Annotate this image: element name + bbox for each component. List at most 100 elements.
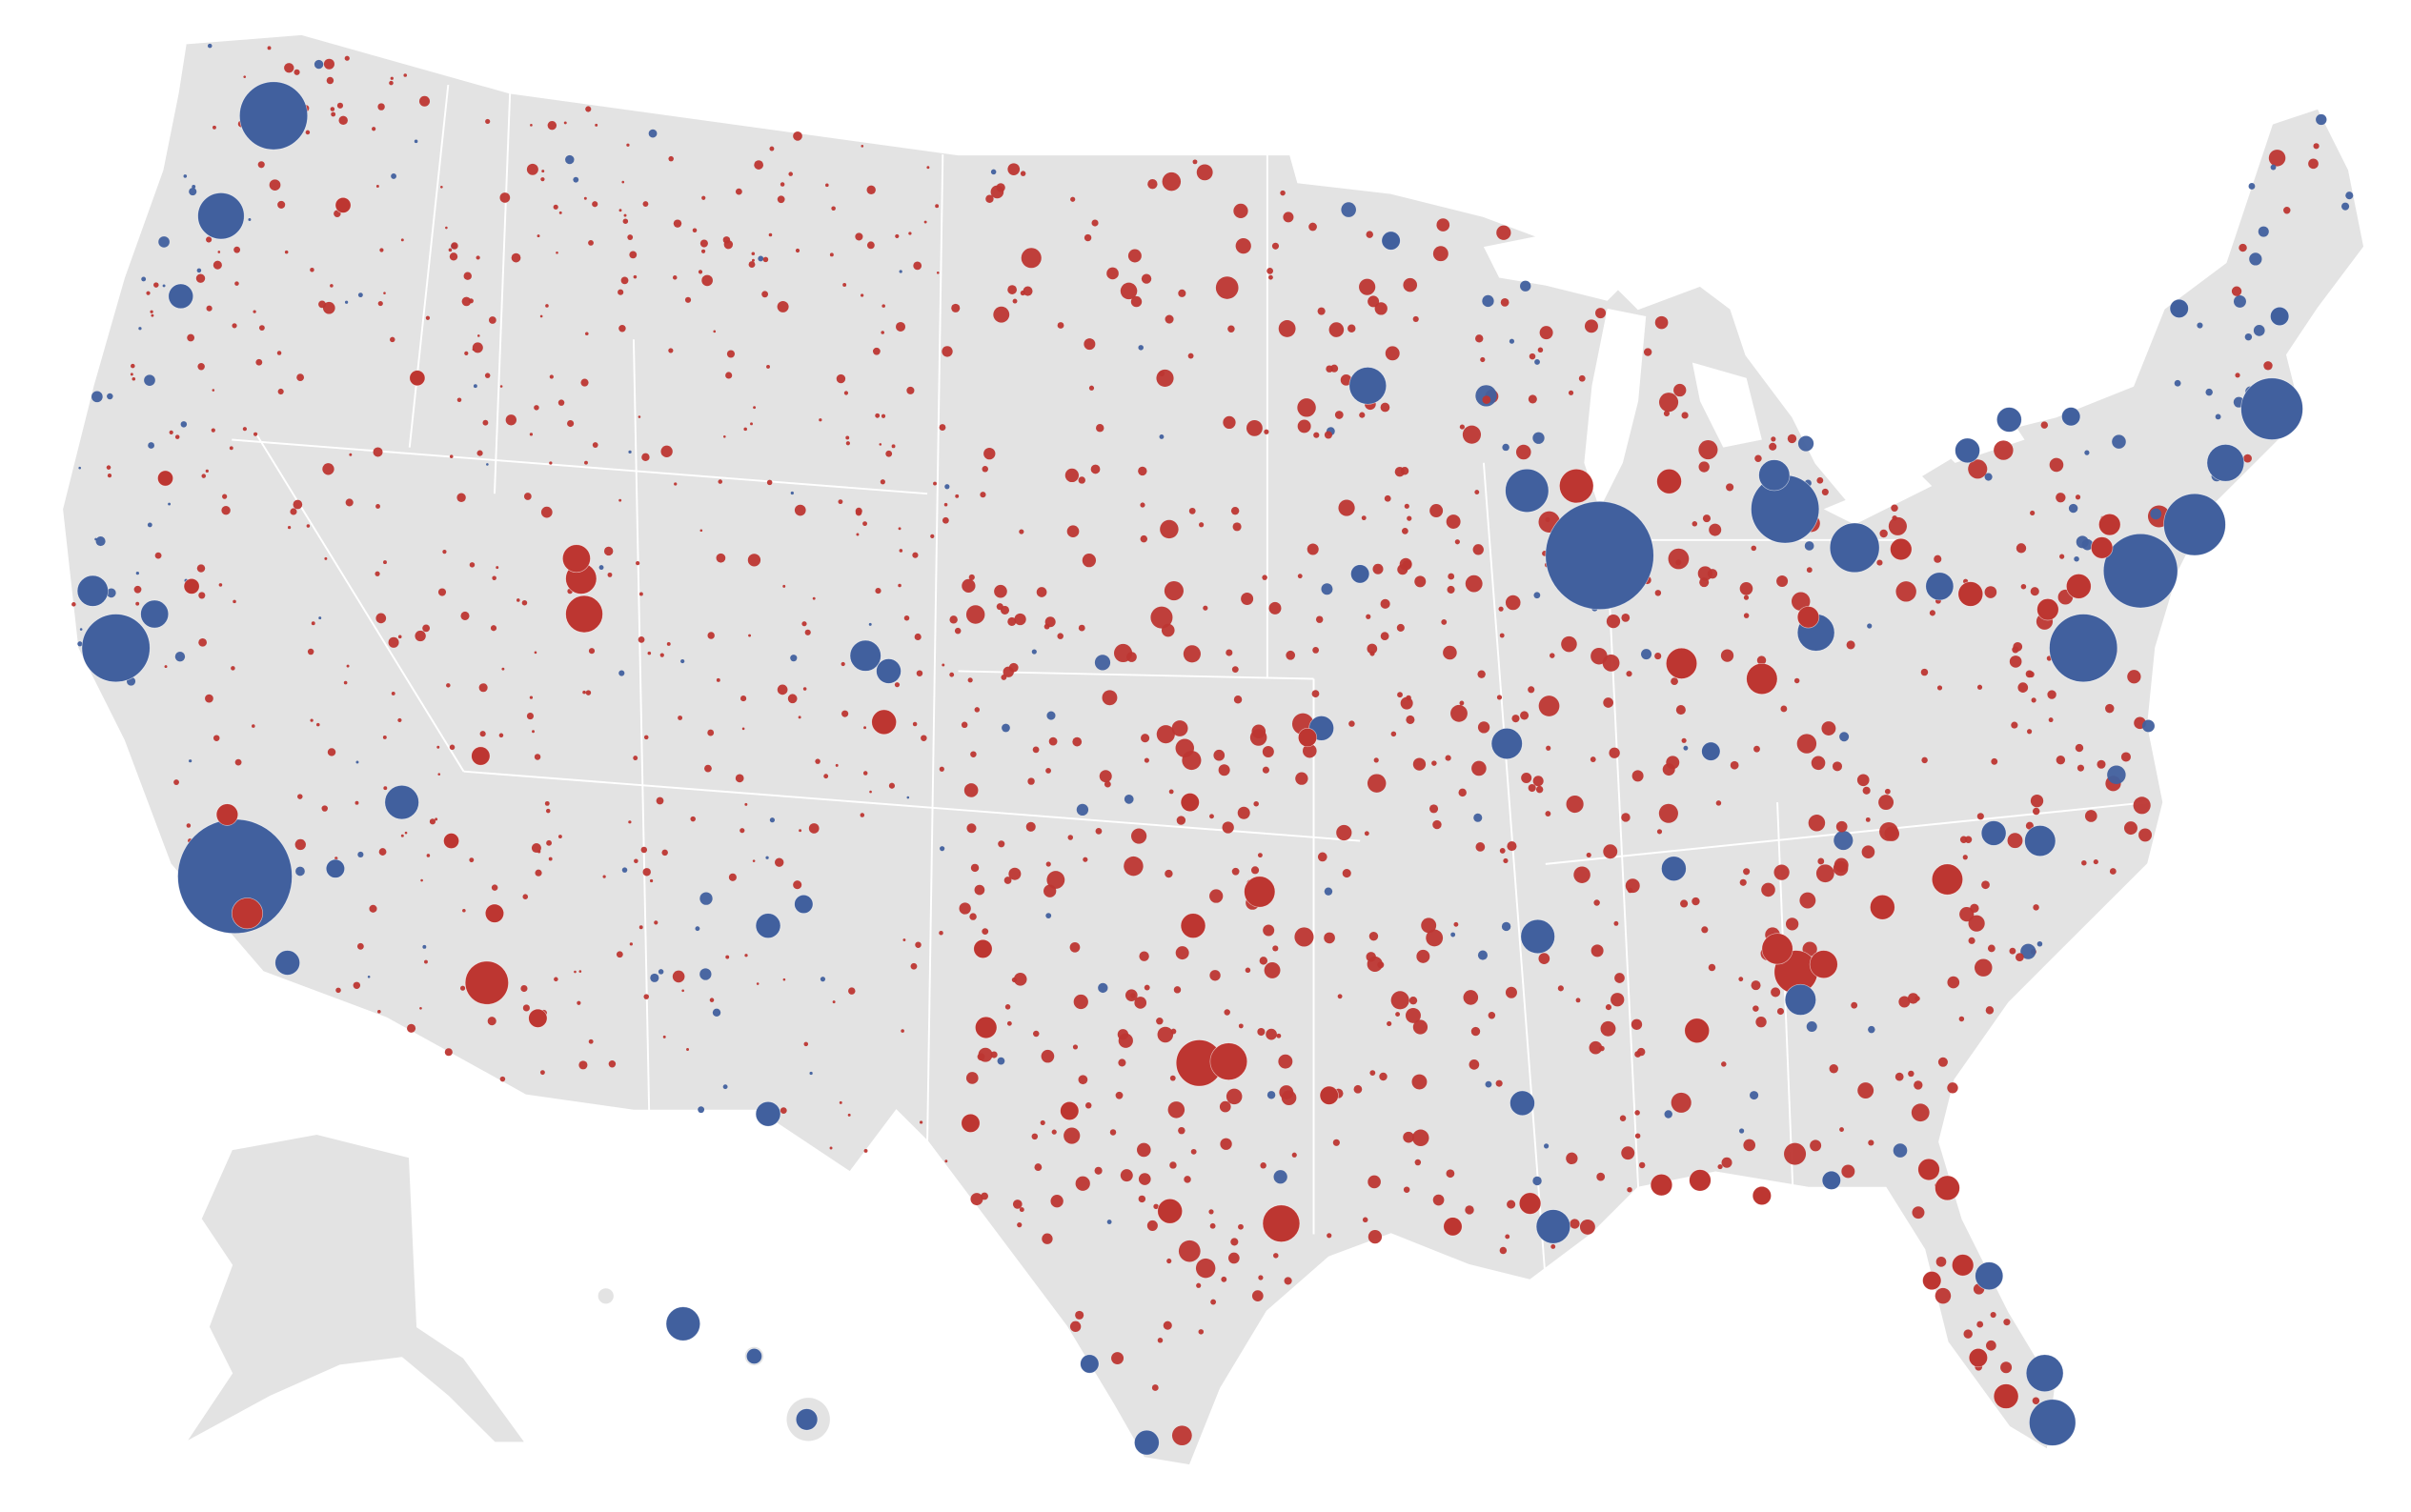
county-bubble — [1590, 756, 1596, 762]
county-bubble — [2047, 690, 2056, 699]
county-bubble — [1007, 616, 1017, 626]
county-bubble — [1958, 1016, 1965, 1022]
county-bubble — [1773, 864, 1790, 880]
county-bubble — [1334, 411, 1344, 419]
county-bubble — [1787, 433, 1797, 444]
county-bubble — [942, 516, 949, 524]
county-bubble — [1368, 295, 1380, 308]
county-bubble — [1771, 987, 1781, 998]
county-bubble — [404, 831, 408, 835]
county-bubble — [1280, 190, 1286, 196]
county-bubble — [944, 1159, 948, 1163]
county-bubble — [1264, 429, 1269, 434]
county-bubble — [1976, 813, 1984, 820]
county-bubble — [284, 63, 294, 73]
county-bubble — [1257, 1027, 1266, 1037]
county-bubble — [1673, 383, 1687, 397]
county-bubble — [539, 1070, 545, 1076]
county-bubble — [305, 130, 311, 135]
county-bubble — [1947, 976, 1960, 989]
county-bubble — [793, 880, 802, 890]
county-bubble — [1915, 996, 1920, 1001]
county-bubble — [1387, 1020, 1392, 1027]
county-bubble — [1721, 1061, 1727, 1067]
county-bubble — [77, 641, 83, 647]
county-bubble — [638, 925, 643, 930]
county-bubble — [1868, 1139, 1874, 1146]
county-bubble — [1082, 554, 1097, 568]
county-bubble — [1130, 828, 1147, 844]
county-bubble — [1156, 1017, 1164, 1025]
county-bubble — [135, 601, 140, 606]
county-bubble — [1776, 575, 1789, 588]
county-bubble — [1755, 1017, 1767, 1028]
county-bubble — [1808, 815, 1826, 832]
county-bubble — [876, 658, 902, 684]
county-bubble — [484, 373, 491, 378]
county-bubble — [375, 613, 387, 624]
county-bubble — [297, 794, 303, 799]
county-bubble — [106, 588, 116, 598]
county-bubble — [1726, 483, 1734, 492]
county-bubble — [2345, 192, 2354, 200]
county-bubble — [1066, 525, 1080, 538]
county-bubble — [153, 282, 159, 288]
county-bubble — [1226, 649, 1233, 656]
county-bubble — [1017, 1222, 1023, 1228]
county-bubble — [626, 143, 630, 147]
county-bubble — [1120, 1169, 1133, 1182]
county-bubble — [1033, 1030, 1040, 1038]
county-bubble — [1165, 314, 1174, 324]
county-bubble — [2097, 759, 2106, 769]
county-bubble — [545, 304, 549, 308]
county-bubble — [322, 463, 334, 475]
county-bubble — [1654, 590, 1662, 596]
county-bubble — [1268, 274, 1273, 280]
county-bubble — [1981, 880, 1990, 890]
county-bubble — [662, 1035, 666, 1038]
county-bubble — [1096, 424, 1104, 433]
county-bubble — [741, 727, 745, 731]
county-bubble — [1533, 592, 1541, 599]
county-bubble — [700, 249, 706, 253]
county-bubble — [1785, 917, 1799, 931]
county-bubble — [618, 209, 622, 212]
county-bubble — [1761, 933, 1793, 965]
county-bubble — [296, 373, 305, 381]
county-bubble — [723, 434, 726, 438]
county-bubble — [701, 274, 713, 287]
county-bubble — [1406, 695, 1411, 701]
county-bubble — [2030, 510, 2036, 516]
county-bubble — [1761, 882, 1775, 897]
county-bubble — [1245, 967, 1251, 974]
county-bubble — [1379, 1072, 1388, 1081]
county-bubble — [1829, 1064, 1838, 1074]
county-bubble — [881, 304, 885, 308]
county-bubble — [1303, 743, 1317, 758]
county-bubble — [861, 293, 864, 297]
county-bubble — [712, 1008, 721, 1018]
county-bubble — [775, 857, 784, 867]
county-bubble — [1412, 315, 1419, 322]
county-bubble — [1832, 761, 1843, 772]
county-bubble — [130, 373, 133, 376]
county-bubble — [330, 284, 334, 288]
county-bubble — [1520, 711, 1530, 720]
county-bubble — [656, 796, 664, 805]
county-bubble — [2244, 333, 2253, 341]
county-bubble — [464, 960, 509, 1005]
county-bubble — [222, 494, 228, 499]
county-bubble — [588, 648, 596, 655]
county-bubble — [743, 427, 747, 432]
county-bubble — [728, 873, 737, 881]
county-bubble — [2020, 943, 2036, 959]
county-bubble — [1448, 573, 1455, 580]
county-bubble — [1496, 695, 1503, 700]
county-bubble — [293, 499, 303, 510]
county-bubble — [373, 447, 383, 457]
county-bubble — [1025, 821, 1036, 832]
county-bubble — [1106, 267, 1119, 280]
county-bubble — [939, 766, 944, 772]
county-bubble — [698, 1106, 705, 1114]
county-bubble — [231, 666, 235, 671]
